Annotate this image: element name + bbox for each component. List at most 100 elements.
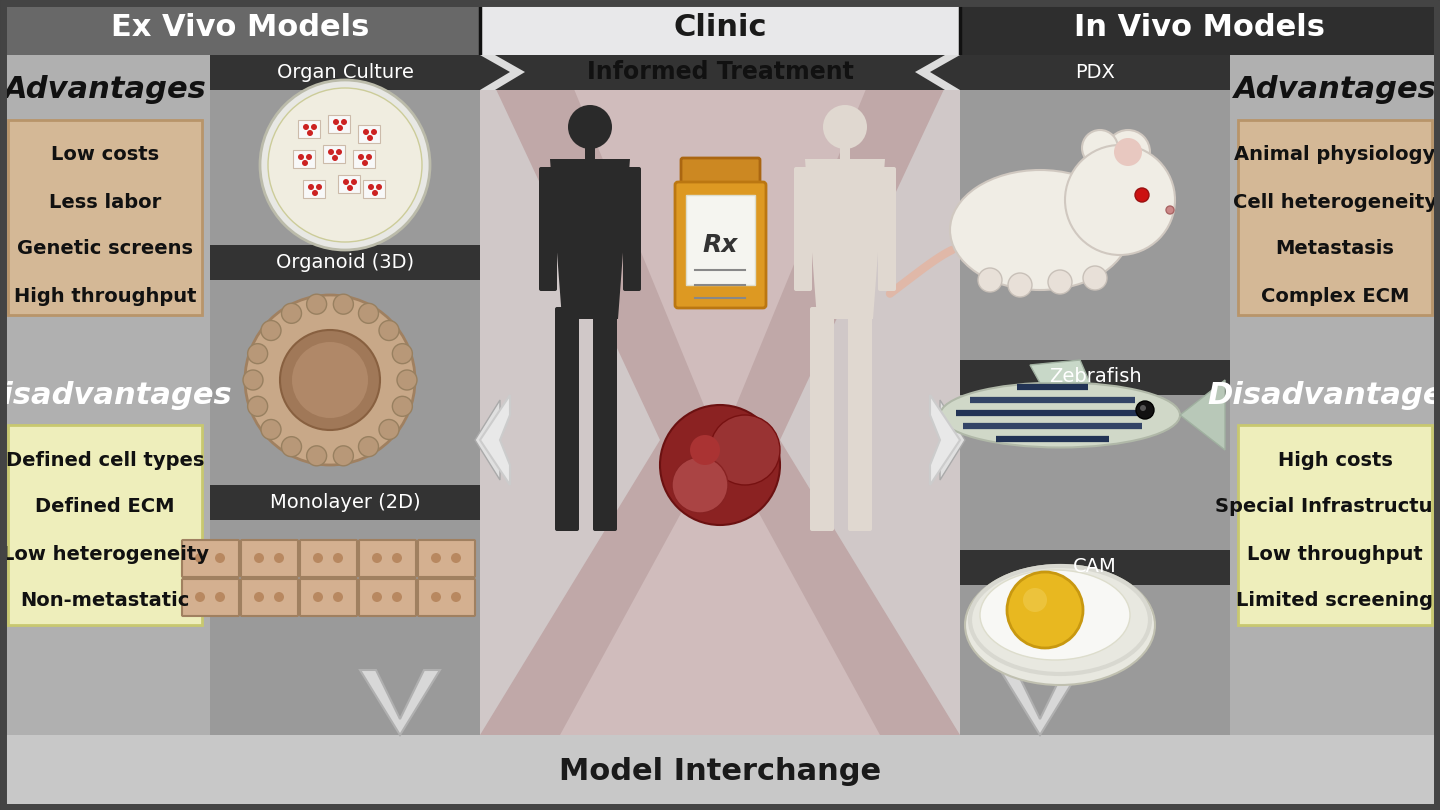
Circle shape bbox=[363, 129, 369, 135]
Circle shape bbox=[334, 294, 353, 314]
Circle shape bbox=[281, 437, 301, 457]
Bar bbox=[480, 55, 960, 735]
Circle shape bbox=[379, 321, 399, 340]
Circle shape bbox=[337, 125, 343, 131]
FancyBboxPatch shape bbox=[240, 579, 298, 616]
Text: Organ Culture: Organ Culture bbox=[276, 62, 413, 82]
FancyBboxPatch shape bbox=[359, 579, 416, 616]
Circle shape bbox=[268, 88, 422, 242]
Text: Rx: Rx bbox=[703, 233, 737, 257]
Circle shape bbox=[253, 592, 264, 602]
Circle shape bbox=[308, 184, 314, 190]
Circle shape bbox=[248, 343, 268, 364]
Circle shape bbox=[1136, 401, 1153, 419]
Text: Low costs: Low costs bbox=[50, 146, 158, 164]
FancyBboxPatch shape bbox=[878, 167, 896, 291]
Text: Low heterogeneity: Low heterogeneity bbox=[1, 544, 209, 564]
Bar bbox=[363, 180, 384, 198]
Bar bbox=[960, 550, 1230, 585]
Circle shape bbox=[333, 155, 338, 161]
Bar bbox=[0, 0, 480, 55]
Text: Zebrafish: Zebrafish bbox=[1048, 368, 1142, 386]
Circle shape bbox=[1081, 130, 1117, 166]
Text: Informed Treatment: Informed Treatment bbox=[586, 60, 854, 84]
Circle shape bbox=[341, 119, 347, 125]
Circle shape bbox=[431, 553, 441, 563]
Polygon shape bbox=[550, 159, 631, 319]
Text: Disadvantages: Disadvantages bbox=[1208, 381, 1440, 410]
Bar bbox=[1238, 120, 1431, 315]
Polygon shape bbox=[999, 670, 1080, 735]
Bar bbox=[480, 55, 960, 90]
Circle shape bbox=[379, 420, 399, 440]
Circle shape bbox=[302, 160, 308, 166]
Text: Defined ECM: Defined ECM bbox=[35, 497, 174, 517]
FancyBboxPatch shape bbox=[675, 182, 766, 308]
Circle shape bbox=[333, 592, 343, 602]
Bar bbox=[210, 245, 480, 280]
FancyBboxPatch shape bbox=[809, 307, 834, 531]
Circle shape bbox=[261, 420, 281, 440]
Bar bbox=[338, 175, 360, 193]
Circle shape bbox=[451, 553, 461, 563]
Circle shape bbox=[328, 149, 334, 155]
Bar bbox=[1230, 55, 1440, 735]
Circle shape bbox=[1115, 138, 1142, 166]
Bar bbox=[9, 425, 202, 625]
Circle shape bbox=[1048, 270, 1071, 294]
Circle shape bbox=[305, 154, 312, 160]
Circle shape bbox=[312, 190, 318, 196]
Circle shape bbox=[1008, 273, 1032, 297]
Bar bbox=[210, 55, 480, 90]
Circle shape bbox=[302, 124, 310, 130]
Circle shape bbox=[359, 437, 379, 457]
Circle shape bbox=[215, 592, 225, 602]
Bar bbox=[960, 0, 1440, 55]
Text: Animal physiology: Animal physiology bbox=[1234, 146, 1436, 164]
Text: Low throughput: Low throughput bbox=[1247, 544, 1423, 564]
Polygon shape bbox=[1179, 380, 1225, 450]
FancyBboxPatch shape bbox=[539, 167, 557, 291]
Circle shape bbox=[431, 592, 441, 602]
Circle shape bbox=[307, 294, 327, 314]
Polygon shape bbox=[560, 55, 880, 420]
FancyBboxPatch shape bbox=[624, 167, 641, 291]
FancyBboxPatch shape bbox=[240, 540, 298, 577]
Bar bbox=[323, 145, 346, 163]
Polygon shape bbox=[805, 159, 886, 319]
Text: Advantages: Advantages bbox=[4, 75, 206, 104]
Bar bbox=[585, 144, 595, 164]
Text: Metastasis: Metastasis bbox=[1276, 240, 1394, 258]
Circle shape bbox=[333, 553, 343, 563]
Circle shape bbox=[261, 80, 431, 250]
Ellipse shape bbox=[950, 170, 1130, 290]
Text: PDX: PDX bbox=[1076, 62, 1115, 82]
Circle shape bbox=[347, 185, 353, 191]
Circle shape bbox=[336, 149, 343, 155]
Circle shape bbox=[660, 405, 780, 525]
Polygon shape bbox=[480, 55, 526, 90]
Circle shape bbox=[978, 268, 1002, 292]
Bar bbox=[960, 360, 1230, 395]
Bar bbox=[292, 150, 315, 168]
Text: Model Interchange: Model Interchange bbox=[559, 757, 881, 787]
Circle shape bbox=[367, 135, 373, 141]
Polygon shape bbox=[930, 395, 960, 485]
Circle shape bbox=[315, 184, 323, 190]
Circle shape bbox=[372, 129, 377, 135]
FancyBboxPatch shape bbox=[418, 579, 475, 616]
Ellipse shape bbox=[965, 565, 1155, 685]
FancyBboxPatch shape bbox=[300, 579, 357, 616]
Bar bbox=[359, 125, 380, 143]
Circle shape bbox=[392, 553, 402, 563]
FancyBboxPatch shape bbox=[181, 579, 239, 616]
Circle shape bbox=[1166, 206, 1174, 214]
Circle shape bbox=[281, 303, 301, 323]
Text: Complex ECM: Complex ECM bbox=[1261, 287, 1410, 305]
Circle shape bbox=[672, 457, 729, 513]
Bar bbox=[840, 144, 850, 164]
Circle shape bbox=[361, 160, 369, 166]
Circle shape bbox=[274, 592, 284, 602]
Circle shape bbox=[451, 592, 461, 602]
Circle shape bbox=[292, 342, 369, 418]
